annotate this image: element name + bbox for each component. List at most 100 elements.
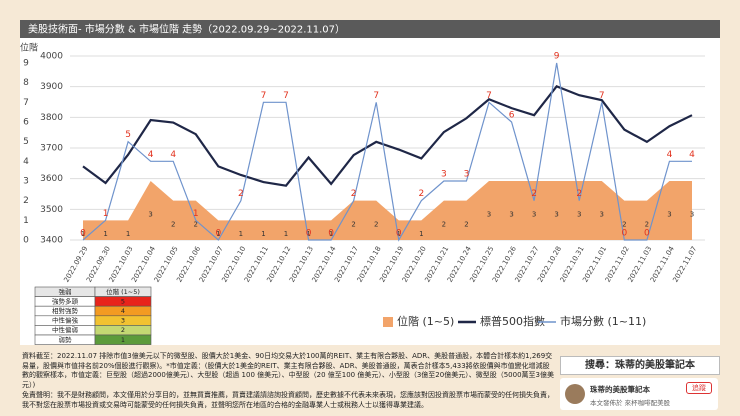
data-label: 0	[215, 229, 221, 239]
y-tick-label: 3900	[40, 82, 63, 92]
line	[82, 85, 693, 187]
area-label: 1	[216, 230, 220, 238]
area-label: 2	[622, 220, 626, 228]
legend-label: 標普500指數	[480, 314, 545, 328]
area-label: 1	[306, 230, 310, 238]
notes: 資料截至：2022.11.07 排除市值3億美元以下的微型股、股價大於1美金、9…	[22, 352, 554, 412]
table-value: 2	[121, 326, 125, 334]
area-label: 3	[554, 211, 558, 219]
area-label: 2	[171, 220, 175, 228]
legend-label: 市場分數 (1~11)	[560, 314, 646, 328]
data-label: 7	[283, 91, 289, 101]
y2-tick-label: 7	[23, 98, 29, 108]
follow-button[interactable]: 追蹤	[686, 382, 712, 394]
y-tick-label: 3700	[40, 144, 63, 154]
area-label: 1	[329, 230, 333, 238]
card-name: 珠蒂的美股筆記本	[590, 385, 650, 394]
y2-tick-label: 9	[23, 59, 29, 69]
data-label: 5	[125, 130, 131, 140]
area-label: 2	[464, 220, 468, 228]
area-label: 1	[103, 230, 107, 238]
note: 免責聲明：我不是財務顧問，本文僅用於分享目的，並無買賣推薦，買賣建議請諮詢投資顧…	[22, 391, 554, 409]
y2-tick-label: 5	[23, 137, 29, 147]
table-label: 強勢多頭	[52, 296, 79, 305]
table-label: 弱勢	[59, 335, 73, 344]
table-label: 中性偏強	[52, 316, 79, 325]
legend-swatch	[383, 317, 393, 327]
data-label: 0	[621, 229, 627, 239]
data-label: 7	[486, 91, 492, 101]
area-label: 3	[690, 211, 694, 219]
area-label: 1	[261, 230, 265, 238]
y2-tick-label: 1	[23, 216, 29, 226]
table-cell	[94, 334, 152, 345]
data-label: 3	[441, 170, 447, 180]
chart-title: 美股技術面- 市場分數 & 市場位階 走勢（2022.09.29~2022.11…	[28, 23, 345, 36]
legend-label: 位階 (1~5)	[397, 314, 454, 328]
data-label: 0	[644, 229, 650, 239]
data-label: 9	[554, 52, 560, 62]
y-tick-label: 3600	[40, 174, 63, 184]
data-label: 2	[351, 189, 357, 199]
table-value: 5	[121, 297, 125, 305]
y-tick-label: 3800	[40, 113, 63, 123]
area-label: 2	[374, 220, 378, 228]
area-label: 1	[419, 230, 423, 238]
data-label: 7	[599, 91, 605, 101]
avatar	[565, 384, 585, 404]
data-label: 0	[80, 229, 86, 239]
area-label: 1	[126, 230, 130, 238]
area-label: 3	[509, 211, 513, 219]
y-tick-label: 3500	[40, 205, 63, 215]
area-label: 3	[148, 211, 152, 219]
area-label: 2	[645, 220, 649, 228]
data-label: 4	[667, 150, 673, 160]
table-value: 4	[121, 307, 125, 315]
data-label: 2	[531, 189, 537, 199]
area-label: 3	[600, 211, 604, 219]
area-label: 3	[487, 211, 491, 219]
data-label: 1	[193, 209, 199, 219]
area-label: 3	[577, 211, 581, 219]
area-label: 1	[81, 230, 85, 238]
data-label: 2	[576, 189, 582, 199]
data-label: 0	[396, 229, 402, 239]
data-label: 1	[103, 209, 109, 219]
data-label: 2	[238, 189, 244, 199]
data-label: 7	[261, 91, 267, 101]
card: 珠蒂的美股筆記本 追蹤 本文發佈於 來杯咖啡配美股	[560, 378, 718, 410]
y-tick-label: 3400	[40, 236, 63, 246]
note: 資料截至：2022.11.07 排除市值3億美元以下的微型股、股價大於1美金、9…	[22, 352, 554, 389]
data-label: 2	[418, 189, 424, 199]
title-bar	[20, 20, 720, 38]
data-label: 4	[689, 150, 695, 160]
y-tick-label: 4000	[40, 52, 63, 62]
table-value: 1	[121, 336, 125, 344]
table-label: 相對強勢	[52, 306, 79, 315]
y2-tick-label: 3	[23, 177, 29, 187]
area-label: 1	[397, 230, 401, 238]
data-label: 6	[509, 111, 515, 121]
y2-tick-label: 2	[23, 196, 29, 206]
area	[83, 181, 692, 240]
area-label: 1	[239, 230, 243, 238]
area-label: 1	[284, 230, 288, 238]
line	[82, 62, 692, 242]
data-label: 3	[464, 170, 470, 180]
area-label: 2	[194, 220, 198, 228]
data-label: 0	[306, 229, 312, 239]
table-value: 3	[121, 317, 125, 325]
card-text: 本文發佈於 來杯咖啡配美股	[590, 399, 671, 407]
y2-tick-label: 4	[23, 157, 29, 167]
data-label: 0	[328, 229, 334, 239]
data-label: 4	[148, 150, 154, 160]
area-label: 3	[532, 211, 536, 219]
area-label: 2	[351, 220, 355, 228]
area-label: 3	[667, 211, 671, 219]
search-box: 搜尋：珠蒂的美股筆記本	[560, 356, 720, 375]
data-label: 7	[373, 91, 379, 101]
area-label: 2	[442, 220, 446, 228]
y2-tick-label: 0	[23, 236, 29, 246]
data-label: 4	[170, 150, 176, 160]
